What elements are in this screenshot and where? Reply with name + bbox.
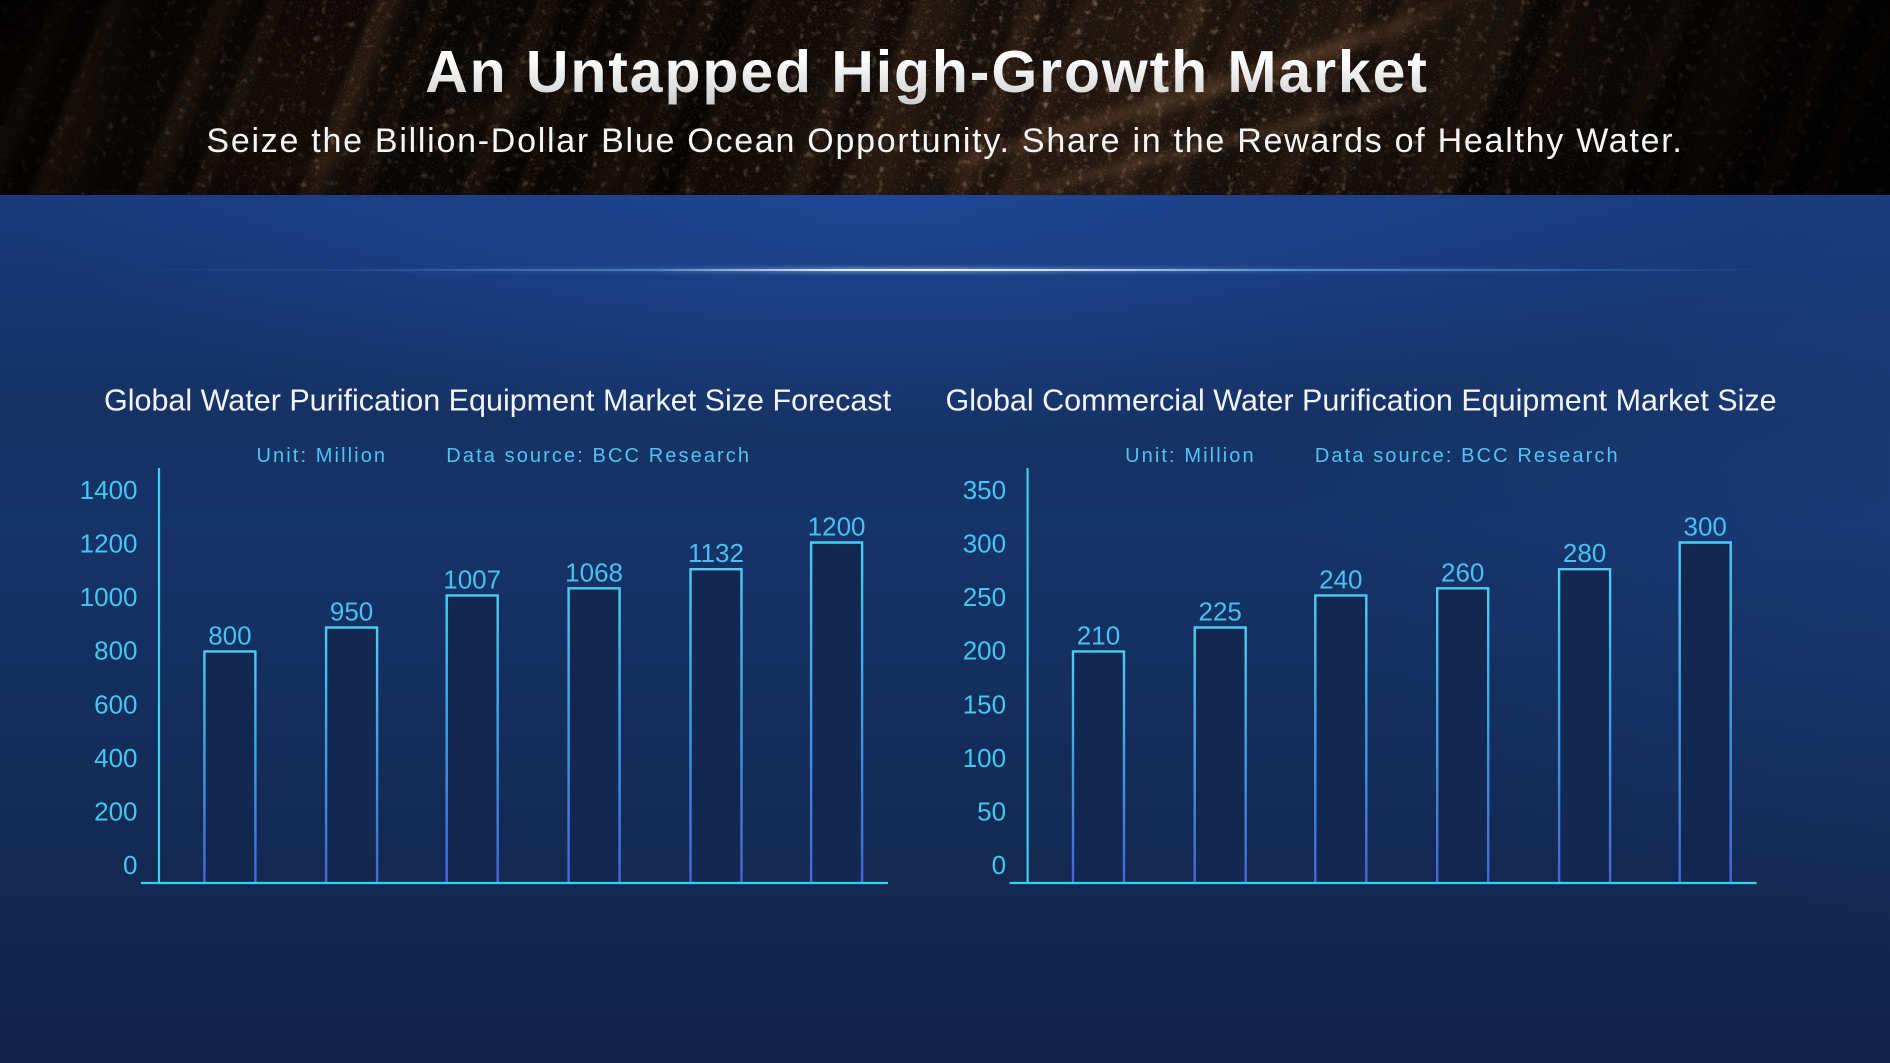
svg-text:600: 600: [94, 689, 137, 719]
svg-text:Global Water Purification Equi: Global Water Purification Equipment Mark…: [104, 384, 892, 418]
svg-text:300: 300: [963, 529, 1006, 559]
svg-text:950: 950: [330, 597, 373, 627]
svg-text:1200: 1200: [808, 512, 866, 542]
svg-text:1200: 1200: [80, 529, 138, 559]
svg-text:Unit: Million: Unit: Million: [1125, 445, 1256, 467]
svg-text:1068: 1068: [565, 557, 623, 587]
svg-text:350: 350: [963, 475, 1006, 505]
svg-text:100: 100: [963, 743, 1006, 773]
svg-text:Unit: Million: Unit: Million: [257, 445, 388, 467]
svg-text:Global Commercial Water Purifi: Global Commercial Water Purification Equ…: [946, 384, 1777, 418]
svg-text:300: 300: [1684, 512, 1727, 542]
svg-text:Data source: BCC Research: Data source: BCC Research: [1315, 445, 1620, 467]
svg-text:150: 150: [963, 689, 1006, 719]
svg-text:50: 50: [977, 797, 1006, 827]
svg-text:225: 225: [1199, 597, 1242, 627]
svg-text:250: 250: [963, 582, 1006, 612]
svg-text:800: 800: [208, 620, 251, 650]
svg-text:280: 280: [1563, 538, 1606, 568]
svg-text:800: 800: [94, 636, 137, 666]
svg-text:200: 200: [94, 797, 137, 827]
svg-text:Data source: BCC Research: Data source: BCC Research: [446, 445, 751, 467]
svg-text:200: 200: [963, 636, 1006, 666]
svg-text:1007: 1007: [443, 564, 501, 594]
svg-text:0: 0: [123, 850, 137, 880]
svg-text:400: 400: [94, 743, 137, 773]
svg-text:0: 0: [992, 850, 1006, 880]
svg-text:240: 240: [1319, 564, 1362, 594]
svg-text:210: 210: [1077, 620, 1120, 650]
svg-text:260: 260: [1441, 557, 1484, 587]
svg-text:1400: 1400: [80, 475, 138, 505]
svg-text:1132: 1132: [688, 538, 744, 568]
svg-text:1000: 1000: [80, 582, 138, 612]
